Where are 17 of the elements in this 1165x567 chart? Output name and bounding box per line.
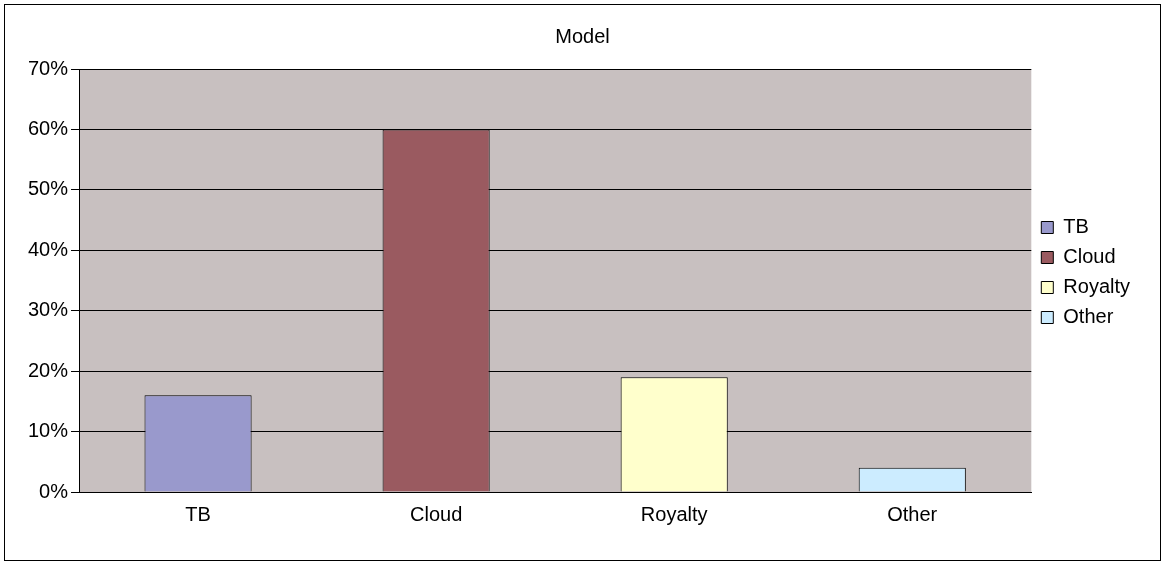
- x-tick-label: Other: [887, 502, 938, 525]
- y-tick-label: 30%: [28, 298, 69, 321]
- y-tick-label: 70%: [28, 56, 69, 79]
- y-tick-label: 10%: [28, 419, 69, 442]
- y-tick-label: 20%: [28, 358, 69, 381]
- y-tick-label: 40%: [28, 237, 69, 260]
- chart-title: Model: [555, 24, 610, 47]
- y-tick-label: 0%: [39, 479, 69, 502]
- x-tick-label: TB: [185, 502, 211, 525]
- legend-label: TB: [1063, 215, 1089, 238]
- legend-label: Royalty: [1063, 275, 1131, 298]
- y-tick-label: 60%: [28, 116, 69, 139]
- legend-label: Cloud: [1063, 245, 1116, 268]
- x-tick-label: Cloud: [410, 502, 463, 525]
- y-tick-label: 50%: [28, 177, 69, 200]
- x-tick-label: Royalty: [640, 502, 708, 525]
- legend-label: Other: [1063, 305, 1114, 328]
